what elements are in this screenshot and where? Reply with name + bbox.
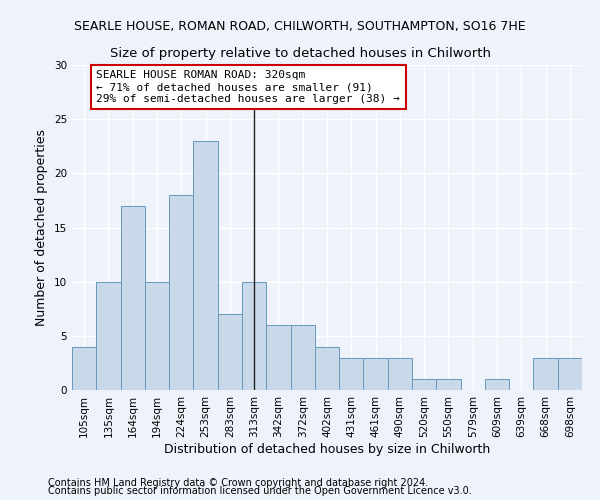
Bar bbox=[315, 346, 339, 390]
Bar bbox=[145, 282, 169, 390]
Bar bbox=[266, 325, 290, 390]
Bar bbox=[339, 358, 364, 390]
Text: SEARLE HOUSE, ROMAN ROAD, CHILWORTH, SOUTHAMPTON, SO16 7HE: SEARLE HOUSE, ROMAN ROAD, CHILWORTH, SOU… bbox=[74, 20, 526, 33]
Bar bbox=[533, 358, 558, 390]
Bar bbox=[558, 358, 582, 390]
Bar bbox=[218, 314, 242, 390]
Bar bbox=[364, 358, 388, 390]
Bar bbox=[436, 379, 461, 390]
Y-axis label: Number of detached properties: Number of detached properties bbox=[35, 129, 49, 326]
Text: SEARLE HOUSE ROMAN ROAD: 320sqm
← 71% of detached houses are smaller (91)
29% of: SEARLE HOUSE ROMAN ROAD: 320sqm ← 71% of… bbox=[96, 70, 400, 104]
Bar bbox=[290, 325, 315, 390]
X-axis label: Distribution of detached houses by size in Chilworth: Distribution of detached houses by size … bbox=[164, 442, 490, 456]
Bar bbox=[169, 195, 193, 390]
Bar bbox=[388, 358, 412, 390]
Bar bbox=[242, 282, 266, 390]
Bar bbox=[485, 379, 509, 390]
Text: Size of property relative to detached houses in Chilworth: Size of property relative to detached ho… bbox=[110, 48, 491, 60]
Text: Contains HM Land Registry data © Crown copyright and database right 2024.: Contains HM Land Registry data © Crown c… bbox=[48, 478, 428, 488]
Bar bbox=[121, 206, 145, 390]
Bar bbox=[72, 346, 96, 390]
Text: Contains public sector information licensed under the Open Government Licence v3: Contains public sector information licen… bbox=[48, 486, 472, 496]
Bar bbox=[96, 282, 121, 390]
Bar bbox=[412, 379, 436, 390]
Bar bbox=[193, 141, 218, 390]
